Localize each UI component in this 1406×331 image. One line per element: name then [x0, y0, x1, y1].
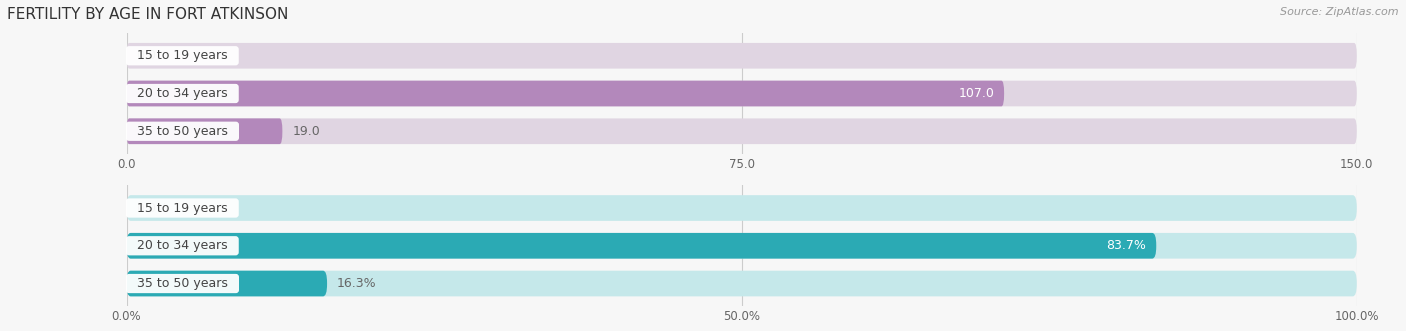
FancyBboxPatch shape — [127, 81, 1004, 106]
FancyBboxPatch shape — [127, 118, 1357, 144]
Text: 20 to 34 years: 20 to 34 years — [129, 239, 236, 252]
Text: 16.3%: 16.3% — [337, 277, 377, 290]
FancyBboxPatch shape — [127, 81, 1357, 106]
FancyBboxPatch shape — [127, 43, 1357, 69]
Text: 35 to 50 years: 35 to 50 years — [129, 125, 236, 138]
FancyBboxPatch shape — [127, 118, 283, 144]
Text: FERTILITY BY AGE IN FORT ATKINSON: FERTILITY BY AGE IN FORT ATKINSON — [7, 7, 288, 22]
Text: 19.0: 19.0 — [292, 125, 321, 138]
Text: 20 to 34 years: 20 to 34 years — [129, 87, 236, 100]
Text: 15 to 19 years: 15 to 19 years — [129, 49, 236, 62]
Text: 0.0: 0.0 — [136, 49, 156, 62]
Text: 107.0: 107.0 — [959, 87, 994, 100]
Text: 0.0%: 0.0% — [136, 202, 169, 214]
FancyBboxPatch shape — [127, 271, 1357, 296]
FancyBboxPatch shape — [127, 195, 1357, 221]
Text: 35 to 50 years: 35 to 50 years — [129, 277, 236, 290]
Text: Source: ZipAtlas.com: Source: ZipAtlas.com — [1281, 7, 1399, 17]
FancyBboxPatch shape — [127, 233, 1156, 259]
Text: 83.7%: 83.7% — [1107, 239, 1146, 252]
Text: 15 to 19 years: 15 to 19 years — [129, 202, 236, 214]
FancyBboxPatch shape — [127, 233, 1357, 259]
FancyBboxPatch shape — [127, 271, 328, 296]
